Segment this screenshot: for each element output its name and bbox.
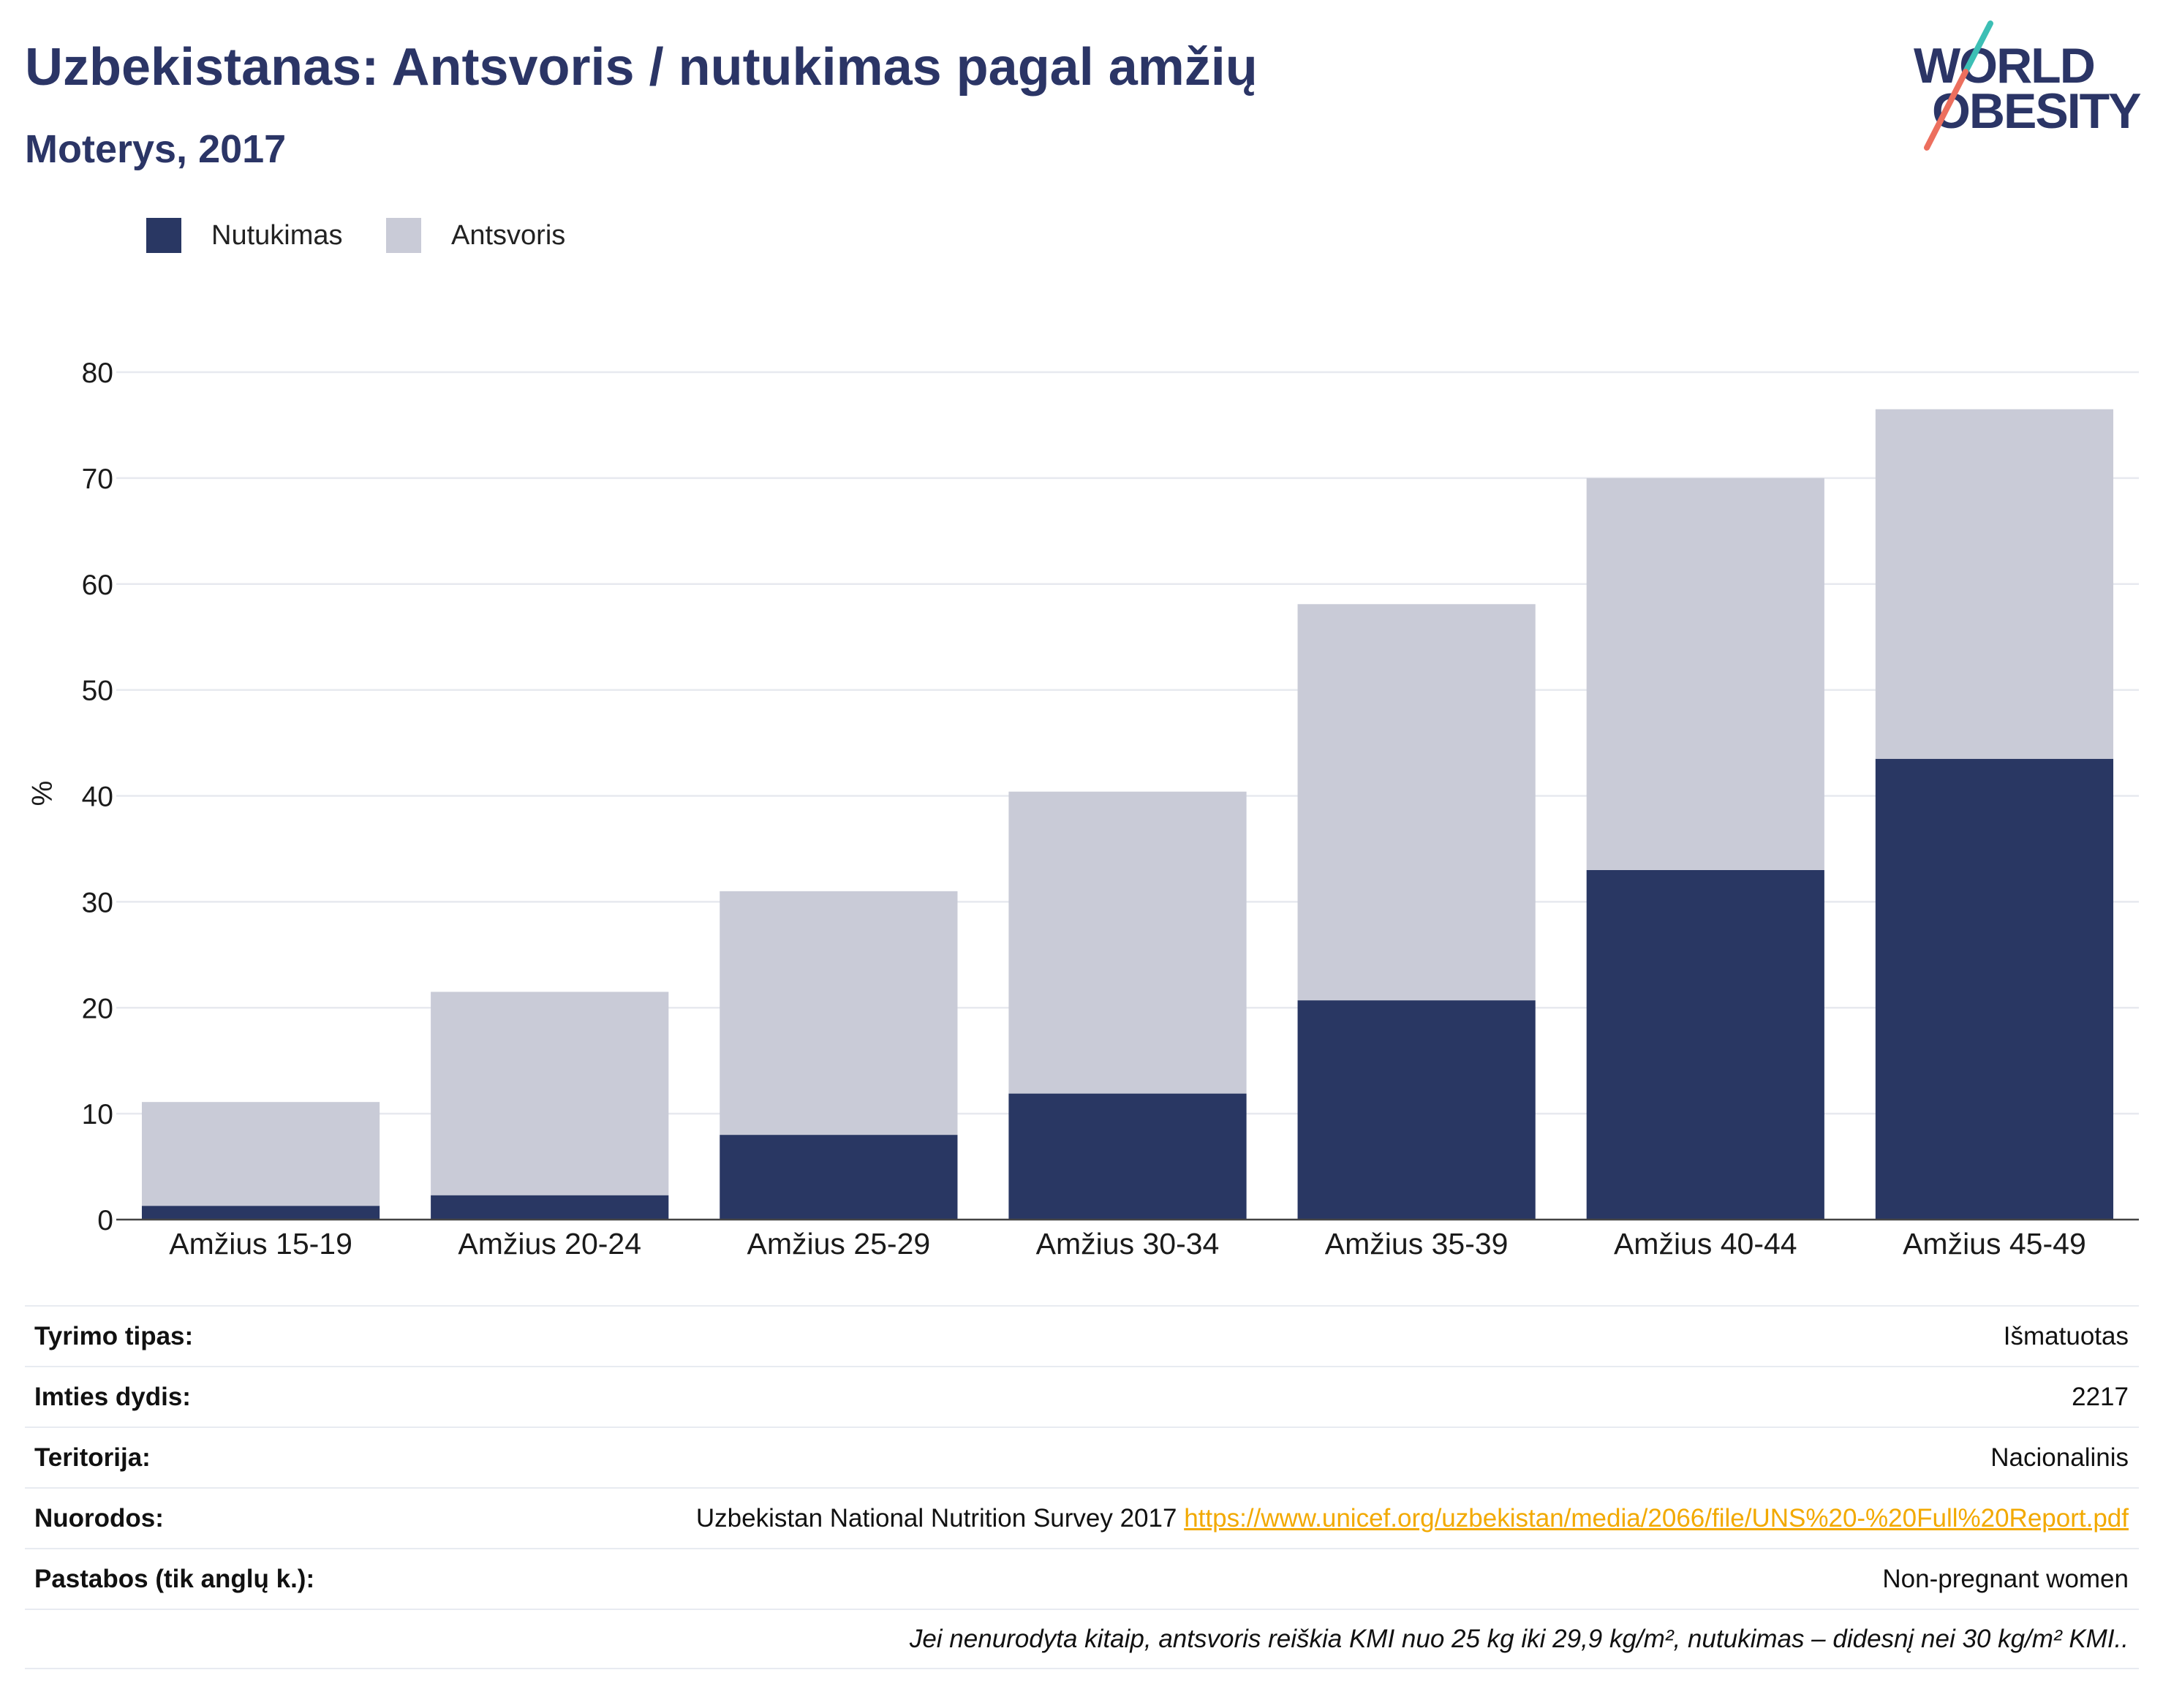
legend-swatch-antsvoris (386, 218, 421, 253)
logo-slash-top (1963, 20, 1993, 75)
y-axis-title: % (27, 781, 58, 806)
y-tick-label: 20 (82, 993, 113, 1024)
details-value: Non-pregnant women (1882, 1564, 2129, 1593)
bar-antsvoris-amzius-25-29 (720, 891, 958, 1135)
chart-plot: 0 10 20 30 40 50 60 70 80 Amžius 15-19 Amžius 20-2… (27, 358, 2139, 1261)
details-value: Išmatuotas (2003, 1321, 2129, 1350)
x-tick-label: Amžius 45-49 (1903, 1227, 2086, 1261)
bar-nutukimas-amzius-35-39 (1297, 1000, 1536, 1220)
bar-nutukimas-amzius-15-19 (141, 1206, 380, 1220)
reference-text: Uzbekistan National Nutrition Survey 201… (695, 1503, 1177, 1533)
details-row-territory: Teritorija: Nacionalinis (25, 1427, 2139, 1487)
details-value: Nacionalinis (1990, 1443, 2129, 1472)
y-tick-label: 30 (82, 887, 113, 918)
plot-layer: 0 10 20 30 40 50 60 70 80 Amžius 15-19 Amžius 20-2… (27, 358, 2139, 1261)
bar-antsvoris-amzius-15-19 (141, 1102, 380, 1206)
x-tick-label: Amžius 25-29 (747, 1227, 931, 1261)
footnote-text: Jei nenurodyta kitaip, antsvoris reiškia… (909, 1624, 2129, 1653)
world-obesity-logo: WORLD OBESITY (1901, 15, 2143, 161)
bar-antsvoris-amzius-30-34 (1008, 791, 1247, 1094)
details-row-sample-size: Imties dydis: 2217 (25, 1366, 2139, 1427)
details-value: Uzbekistan National Nutrition Survey 201… (696, 1504, 2129, 1533)
bar-antsvoris-amzius-45-49 (1875, 409, 2114, 759)
legend-swatch-nutukimas (146, 218, 181, 253)
y-tick-label: 60 (82, 570, 113, 601)
y-tick-label: 0 (97, 1205, 113, 1236)
details-row-survey-type: Tyrimo tipas: Išmatuotas (25, 1305, 2139, 1366)
legend-item-antsvoris[interactable]: Antsvoris (386, 218, 565, 253)
details-label: Imties dydis: (34, 1382, 191, 1411)
details-value: 2217 (2072, 1382, 2129, 1411)
bar-nutukimas-amzius-45-49 (1875, 758, 2114, 1220)
y-tick-label: 50 (82, 676, 113, 707)
x-tick-label: Amžius 30-34 (1036, 1227, 1220, 1261)
logo-text-line1: WORLD (1914, 38, 2096, 94)
reference-link[interactable]: https://www.unicef.org/uzbekistan/media/… (1184, 1503, 2129, 1533)
details-row-references: Nuorodos: Uzbekistan National Nutrition … (25, 1487, 2139, 1548)
y-tick-label: 40 (82, 782, 113, 813)
details-table: Tyrimo tipas: Išmatuotas Imties dydis: 2… (25, 1305, 2139, 1669)
y-tick-label: 70 (82, 464, 113, 495)
x-tick-label: Amžius 20-24 (458, 1227, 641, 1261)
chart-subtitle: Moterys, 2017 (25, 127, 287, 171)
details-row-notes: Pastabos (tik anglų k.): Non-pregnant wo… (25, 1548, 2139, 1609)
legend-label-antsvoris: Antsvoris (451, 220, 566, 251)
logo-slash-bottom (1924, 69, 1968, 151)
legend-item-nutukimas[interactable]: Nutukimas (146, 218, 343, 253)
legend-label-nutukimas: Nutukimas (211, 220, 343, 251)
details-label: Nuorodos: (34, 1503, 164, 1533)
bar-nutukimas-amzius-40-44 (1586, 869, 1824, 1220)
details-label: Tyrimo tipas: (34, 1321, 194, 1350)
bar-antsvoris-amzius-40-44 (1586, 477, 1824, 870)
bar-nutukimas-amzius-20-24 (431, 1195, 669, 1220)
x-tick-label: Amžius 40-44 (1614, 1227, 1797, 1261)
bar-antsvoris-amzius-35-39 (1297, 604, 1536, 1001)
x-tick-label: Amžius 15-19 (169, 1227, 352, 1261)
logo-text-line2: OBESITY (1932, 83, 2141, 139)
bar-nutukimas-amzius-25-29 (720, 1135, 958, 1220)
y-tick-label: 80 (82, 358, 113, 389)
details-row-footnote: Jei nenurodyta kitaip, antsvoris reiškia… (25, 1609, 2139, 1669)
logo-slash-icon (1924, 20, 1993, 151)
bar-nutukimas-amzius-30-34 (1008, 1093, 1247, 1220)
details-label: Teritorija: (34, 1443, 151, 1472)
y-tick-label: 10 (82, 1099, 113, 1130)
chart-title: Uzbekistanas: Antsvoris / nutukimas paga… (25, 38, 1258, 97)
bar-antsvoris-amzius-20-24 (431, 991, 669, 1195)
x-tick-label: Amžius 35-39 (1325, 1227, 1509, 1261)
details-label: Pastabos (tik anglų k.): (34, 1564, 315, 1593)
